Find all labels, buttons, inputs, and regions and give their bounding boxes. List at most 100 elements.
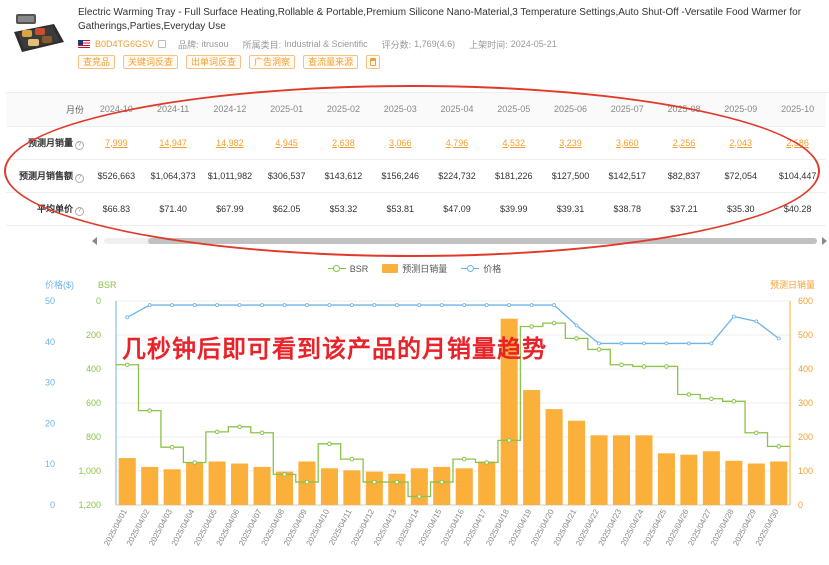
brand-label: 品牌:	[178, 39, 199, 50]
price-cell: $40.28	[769, 192, 826, 226]
legend-item-bsr[interactable]: BSR	[327, 262, 369, 275]
revenue-cell: $181,226	[485, 159, 543, 193]
volume-cell[interactable]: 4,532	[485, 126, 543, 160]
scroll-right-arrow-icon[interactable]	[822, 237, 827, 245]
product-thumbnail[interactable]	[8, 10, 66, 56]
volume-cell[interactable]: 14,982	[201, 126, 259, 160]
rating-value: 1,769(4.6)	[414, 39, 456, 49]
keyword-reverse-button[interactable]: 关键词反查	[123, 55, 179, 69]
daily-sales-bar	[702, 451, 720, 505]
volume-cell[interactable]: 4,796	[428, 126, 486, 160]
volume-cell[interactable]: 7,999	[88, 126, 145, 160]
revenue-cell: $224,732	[428, 159, 486, 193]
month-header-cell: 2024-12	[201, 93, 259, 127]
calculator-button[interactable]	[366, 55, 381, 69]
bsr-point	[686, 392, 692, 397]
order-keyword-reverse-button[interactable]: 出单词反查	[186, 55, 242, 69]
asin-link[interactable]: B0D4TG6GSV	[95, 39, 155, 49]
help-icon[interactable]: ?	[75, 173, 84, 183]
table-header-row: 月份 2024-10 2024-11 2024-12 2025-01 2025-02 20…	[6, 93, 826, 127]
volume-cell[interactable]: 2,638	[315, 126, 372, 160]
revenue-cell: $156,246	[371, 159, 429, 193]
bsr-tick-label: 1,200	[78, 500, 101, 510]
action-tags: 查竞品 关键词反查 出单词反查 广告洞察 查流量来源	[78, 55, 381, 69]
listed-label: 上架时间:	[469, 39, 508, 50]
volume-cell[interactable]: 14,947	[144, 126, 202, 160]
daily-sales-bar	[590, 435, 608, 505]
legend-item-daily-sales[interactable]: 预测日销量	[382, 262, 447, 275]
bsr-point	[776, 444, 782, 449]
bsr-point	[349, 456, 355, 462]
scroll-left-arrow-icon[interactable]	[92, 237, 97, 245]
daily-sales-bar	[500, 318, 518, 505]
volume-cell[interactable]: 2,043	[712, 126, 770, 160]
copy-icon[interactable]	[158, 40, 167, 48]
daily-sales-bar	[433, 466, 451, 505]
overlay-caption: 几秒钟后即可看到该产品的月销量趋势	[122, 336, 547, 363]
price-point	[439, 303, 444, 307]
price-row-label: 平均单价?	[6, 192, 88, 226]
revenue-row-label: 预测月销售额?	[6, 159, 88, 193]
daily-sales-bar	[680, 454, 698, 505]
bsr-point	[192, 460, 197, 465]
find-competitors-button[interactable]: 查竞品	[78, 55, 116, 69]
help-icon[interactable]: ?	[75, 206, 84, 216]
table-row-volume: 预测月销量? 7,999 14,947 14,982 4,945 2,638 3,066 4…	[6, 126, 826, 160]
month-header-cell: 2025-07	[598, 93, 656, 127]
month-header: 月份	[6, 93, 88, 127]
bsr-line	[116, 322, 790, 498]
legend-label-price: 价格	[483, 264, 502, 274]
price-point	[619, 341, 624, 346]
price-point	[327, 303, 332, 307]
daily-sales-bar	[455, 468, 473, 505]
price-point	[394, 303, 399, 307]
product-title[interactable]: Electric Warming Tray - Full Surface Hea…	[78, 7, 802, 32]
us-flag-icon	[78, 40, 90, 48]
bsr-point	[461, 456, 467, 462]
listed-value: 2024-05-21	[510, 39, 557, 49]
help-icon[interactable]: ?	[75, 140, 84, 150]
scroll-thumb[interactable]	[148, 238, 817, 244]
daily-sales-bar	[635, 435, 653, 505]
volume-cell[interactable]: 3,066	[371, 126, 429, 160]
daily-sales-bar	[388, 473, 406, 505]
table-horizontal-scrollbar[interactable]	[92, 237, 827, 245]
daily-sales-bar	[186, 462, 204, 505]
price-label-text: 平均单价	[36, 203, 73, 214]
volume-cell[interactable]: 2,586	[769, 126, 826, 160]
legend-item-price[interactable]: 价格	[461, 262, 501, 275]
daily-sales-bar	[612, 435, 631, 505]
price-tick-label: 50	[45, 296, 55, 306]
month-header-cell: 2025-06	[542, 93, 599, 127]
volume-row-label: 预测月销量?	[6, 126, 88, 160]
traffic-source-button[interactable]: 查流量来源	[303, 55, 359, 69]
volume-cell[interactable]: 4,945	[258, 126, 316, 160]
revenue-cell: $143,612	[315, 159, 372, 193]
price-cell: $66.83	[88, 192, 145, 226]
bsr-point	[124, 362, 130, 368]
daily-sales-bar	[343, 470, 361, 505]
price-cell: $47.09	[428, 192, 486, 226]
volume-cell[interactable]: 2,256	[655, 126, 713, 160]
legend-label-bsr: BSR	[349, 263, 369, 274]
price-point	[507, 303, 512, 307]
month-header-cell: 2025-08	[655, 93, 713, 127]
ad-insight-button[interactable]: 广告洞察	[249, 55, 296, 69]
bsr-point	[327, 441, 332, 447]
bsr-point	[147, 408, 152, 413]
volume-cell[interactable]: 3,239	[542, 126, 599, 160]
bsr-point	[731, 399, 737, 404]
bsr-point	[372, 479, 377, 485]
revenue-cell: $72,054	[712, 159, 770, 193]
revenue-cell: $306,537	[258, 159, 316, 193]
sales-axis-title: 预测日销量	[770, 279, 815, 290]
daily-sales-bar	[208, 461, 226, 505]
volume-cell[interactable]: 3,660	[598, 126, 656, 160]
daily-sales-bar	[231, 463, 249, 505]
price-point	[642, 341, 646, 346]
daily-sales-bar	[410, 468, 428, 505]
monthly-table-container[interactable]: 月份 2024-10 2024-11 2024-12 2025-01 2025-02 20…	[6, 92, 829, 227]
daily-sales-bar	[545, 409, 563, 505]
